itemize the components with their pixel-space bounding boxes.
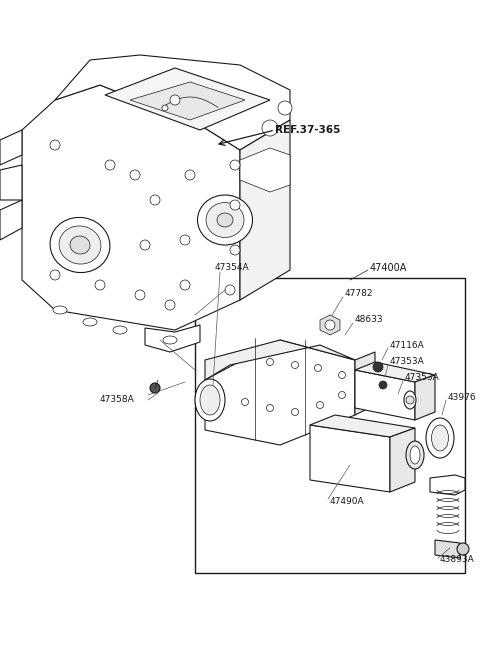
- Ellipse shape: [197, 195, 252, 245]
- Circle shape: [338, 371, 346, 379]
- Circle shape: [316, 401, 324, 409]
- Circle shape: [50, 270, 60, 280]
- Circle shape: [457, 543, 469, 555]
- Ellipse shape: [206, 203, 244, 237]
- Polygon shape: [205, 340, 355, 445]
- Polygon shape: [55, 55, 290, 150]
- Ellipse shape: [406, 441, 424, 469]
- Polygon shape: [145, 325, 200, 352]
- Polygon shape: [355, 370, 415, 420]
- Ellipse shape: [195, 379, 225, 421]
- Ellipse shape: [83, 318, 97, 326]
- Circle shape: [140, 240, 150, 250]
- Circle shape: [406, 396, 414, 404]
- Circle shape: [180, 235, 190, 245]
- Polygon shape: [435, 540, 460, 558]
- Ellipse shape: [432, 425, 448, 451]
- Circle shape: [162, 105, 168, 111]
- Ellipse shape: [410, 446, 420, 464]
- Polygon shape: [105, 68, 270, 130]
- Circle shape: [150, 383, 160, 393]
- Text: 47358A: 47358A: [100, 396, 135, 405]
- Polygon shape: [355, 352, 375, 415]
- Text: 43893A: 43893A: [440, 556, 475, 565]
- Polygon shape: [415, 375, 435, 420]
- Text: 47490A: 47490A: [330, 497, 365, 506]
- Text: 48633: 48633: [355, 316, 384, 325]
- Ellipse shape: [404, 391, 416, 409]
- Circle shape: [266, 358, 274, 365]
- Polygon shape: [240, 148, 290, 192]
- Circle shape: [291, 361, 299, 369]
- Polygon shape: [390, 428, 415, 492]
- Ellipse shape: [200, 385, 220, 415]
- Polygon shape: [130, 82, 245, 120]
- Text: 47116A: 47116A: [390, 340, 425, 350]
- Circle shape: [338, 392, 346, 398]
- Circle shape: [314, 365, 322, 371]
- Text: 43976: 43976: [448, 394, 477, 403]
- Text: 47354A: 47354A: [215, 264, 250, 272]
- Circle shape: [230, 160, 240, 170]
- Ellipse shape: [113, 326, 127, 334]
- Ellipse shape: [59, 226, 101, 264]
- Circle shape: [241, 398, 249, 405]
- Circle shape: [266, 405, 274, 411]
- Polygon shape: [205, 340, 355, 380]
- Circle shape: [225, 285, 235, 295]
- Circle shape: [216, 390, 224, 396]
- Ellipse shape: [50, 217, 110, 273]
- Polygon shape: [0, 130, 22, 165]
- Circle shape: [130, 170, 140, 180]
- Polygon shape: [0, 165, 22, 200]
- Circle shape: [379, 381, 387, 389]
- Text: REF.37-365: REF.37-365: [275, 125, 340, 135]
- Circle shape: [262, 120, 278, 136]
- Text: 47400A: 47400A: [370, 263, 408, 273]
- Circle shape: [230, 200, 240, 210]
- Circle shape: [165, 300, 175, 310]
- Polygon shape: [240, 120, 290, 300]
- Polygon shape: [0, 200, 22, 240]
- Circle shape: [230, 245, 240, 255]
- Circle shape: [135, 290, 145, 300]
- Circle shape: [278, 101, 292, 115]
- Polygon shape: [430, 475, 465, 495]
- Ellipse shape: [217, 213, 233, 227]
- Polygon shape: [320, 315, 340, 335]
- Ellipse shape: [70, 236, 90, 254]
- Circle shape: [291, 409, 299, 415]
- Polygon shape: [355, 362, 435, 382]
- Circle shape: [150, 195, 160, 205]
- Polygon shape: [22, 85, 240, 330]
- Polygon shape: [310, 425, 390, 492]
- Ellipse shape: [426, 418, 454, 458]
- Circle shape: [185, 170, 195, 180]
- Text: 47353A: 47353A: [405, 373, 440, 382]
- Bar: [195, 278, 465, 573]
- Circle shape: [373, 362, 383, 372]
- Circle shape: [170, 95, 180, 105]
- Circle shape: [50, 140, 60, 150]
- Circle shape: [95, 280, 105, 290]
- Text: 47353A: 47353A: [390, 358, 425, 367]
- Text: 47782: 47782: [345, 289, 373, 298]
- Polygon shape: [310, 415, 415, 437]
- Ellipse shape: [163, 336, 177, 344]
- Ellipse shape: [53, 306, 67, 314]
- Circle shape: [180, 280, 190, 290]
- Circle shape: [105, 160, 115, 170]
- Circle shape: [325, 320, 335, 330]
